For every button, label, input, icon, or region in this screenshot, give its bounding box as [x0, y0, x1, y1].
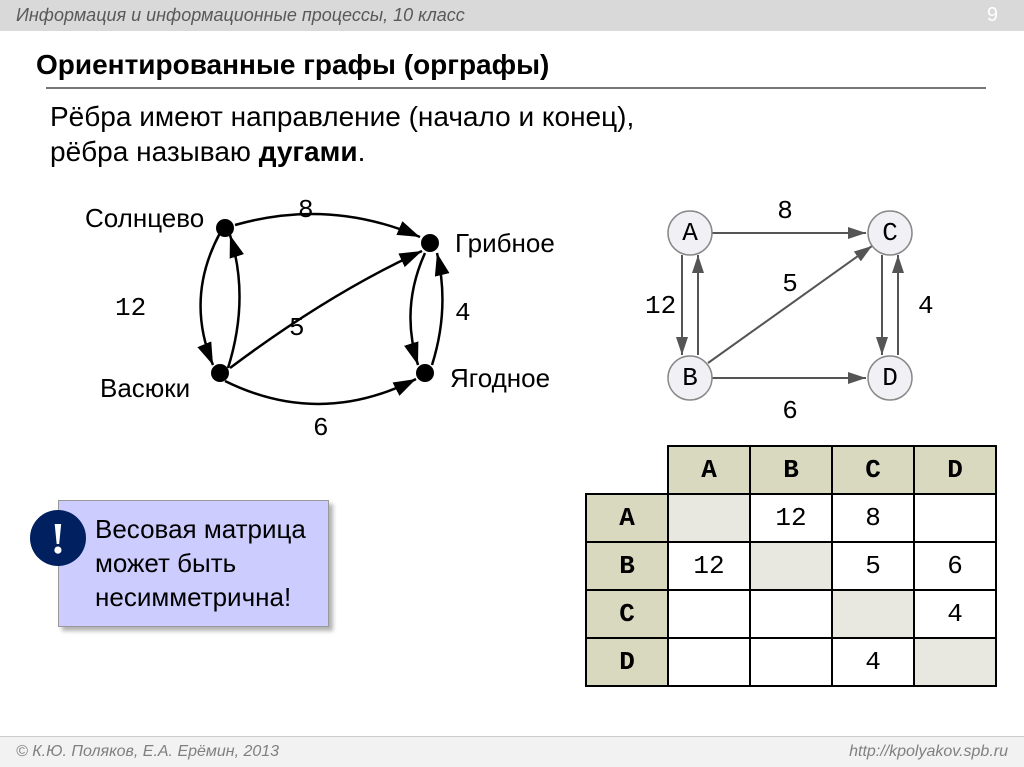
body-line2b: дугами [259, 136, 358, 167]
body-text: Рёбра имеют направление (начало и конец)… [50, 99, 1004, 169]
node-a-label: A [682, 218, 698, 248]
edge-b-c [230, 251, 422, 368]
mh-d: D [914, 446, 996, 494]
callout-line1: Весовая матрица [95, 514, 306, 544]
callout-box: Весовая матрица может быть несимметрична… [58, 500, 329, 627]
callout: ! Весовая матрица может быть несимметрич… [30, 500, 329, 627]
c-ba: 12 [668, 542, 750, 590]
footer-right: http://kpolyakov.spb.ru [849, 743, 1008, 761]
w2-12: 12 [645, 291, 676, 321]
c-bd: 6 [914, 542, 996, 590]
c-ca [668, 590, 750, 638]
weight-6: 6 [313, 413, 329, 443]
weight-4: 4 [455, 298, 471, 328]
graph-named: Солнцево Грибное Васюки Ягодное 12 8 5 4… [30, 183, 600, 443]
w2-8: 8 [777, 196, 793, 226]
top-bar: Информация и информационные процессы, 10… [0, 0, 1024, 31]
c-dd [914, 638, 996, 686]
footer-left: © К.Ю. Поляков, Е.А. Ерёмин, 2013 [16, 743, 279, 761]
w2-5: 5 [782, 269, 798, 299]
callout-line3: несимметрична! [95, 582, 291, 612]
matrix-row-d: D 4 [586, 638, 996, 686]
c-bb [750, 542, 832, 590]
edge-b-d [225, 379, 416, 404]
c-bc: 5 [832, 542, 914, 590]
matrix-corner [586, 446, 668, 494]
c-cc [832, 590, 914, 638]
mh-c: C [832, 446, 914, 494]
node-c-label: C [882, 218, 898, 248]
edge-a-c [235, 214, 420, 237]
rh-c: C [586, 590, 668, 638]
c-db [750, 638, 832, 686]
rh-a: A [586, 494, 668, 542]
node-label-solntsevo: Солнцево [85, 203, 204, 234]
callout-line2: может быть [95, 548, 236, 578]
matrix-row-a: A 12 8 [586, 494, 996, 542]
c-da [668, 638, 750, 686]
rh-d: D [586, 638, 668, 686]
adjacency-matrix: A B C D A 12 8 B 12 5 6 C 4 D 4 [585, 445, 997, 687]
edge2-b-c [708, 246, 872, 363]
node-b-label: B [682, 363, 698, 393]
node-gribnoe [421, 234, 439, 252]
body-line1: Рёбра имеют направление (начало и конец)… [50, 101, 634, 132]
node-d-label: D [882, 363, 898, 393]
c-ad [914, 494, 996, 542]
node-solntsevo [216, 219, 234, 237]
matrix-row-b: B 12 5 6 [586, 542, 996, 590]
weight-12: 12 [115, 293, 146, 323]
w2-6: 6 [782, 396, 798, 426]
mh-a: A [668, 446, 750, 494]
edge-a-b [201, 233, 220, 365]
edge-c-d [410, 253, 425, 365]
divider [46, 87, 986, 89]
mh-b: B [750, 446, 832, 494]
node-label-gribnoe: Грибное [455, 228, 555, 259]
c-dc: 4 [832, 638, 914, 686]
rh-b: B [586, 542, 668, 590]
node-vasyuki [211, 364, 229, 382]
body-line2c: . [358, 136, 366, 167]
graph-abcd: A C B D 8 12 5 6 4 [630, 183, 960, 433]
weight-5: 5 [289, 313, 305, 343]
exclamation-icon: ! [30, 510, 86, 566]
edge-b-a [228, 235, 240, 368]
edge-d-c [432, 253, 442, 365]
matrix-row-c: C 4 [586, 590, 996, 638]
matrix-header-row: A B C D [586, 446, 996, 494]
w2-4: 4 [918, 291, 934, 321]
footer: © К.Ю. Поляков, Е.А. Ерёмин, 2013 http:/… [0, 736, 1024, 767]
weight-8: 8 [298, 195, 314, 225]
page-number: 9 [987, 4, 998, 27]
c-cb [750, 590, 832, 638]
node-yagodnoe [416, 364, 434, 382]
body-line2a: рёбра называю [50, 136, 259, 167]
graph-abcd-svg: A C B D 8 12 5 6 4 [630, 183, 960, 433]
c-aa [668, 494, 750, 542]
breadcrumb: Информация и информационные процессы, 10… [16, 5, 465, 26]
content-row: Солнцево Грибное Васюки Ягодное 12 8 5 4… [30, 183, 1024, 443]
c-ac: 8 [832, 494, 914, 542]
node-label-yagodnoe: Ягодное [450, 363, 550, 394]
node-label-vasyuki: Васюки [100, 373, 190, 404]
section-title: Ориентированные графы (орграфы) [36, 49, 1024, 81]
c-cd: 4 [914, 590, 996, 638]
c-ab: 12 [750, 494, 832, 542]
